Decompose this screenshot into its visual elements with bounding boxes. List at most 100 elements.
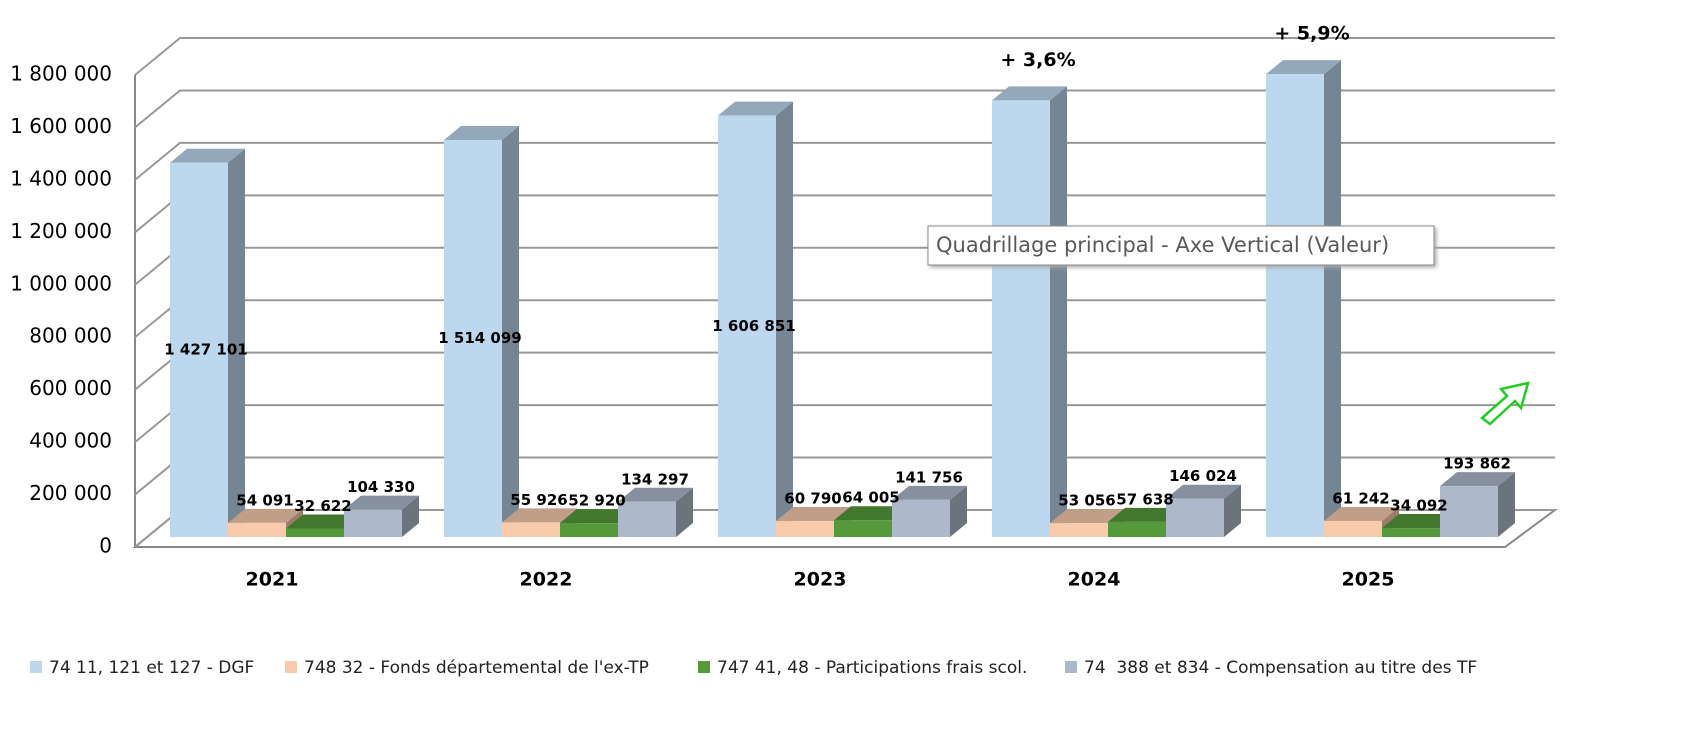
bar-side xyxy=(950,485,967,537)
y-tick-label: 1 800 000 xyxy=(10,62,112,86)
x-tick-label: 2021 xyxy=(246,569,299,591)
bar-top xyxy=(834,506,909,521)
bar-top xyxy=(502,508,577,523)
x-tick-label: 2025 xyxy=(1342,569,1395,591)
bar xyxy=(286,528,344,537)
bar-side xyxy=(1050,86,1067,538)
bar xyxy=(170,162,228,537)
bar xyxy=(1324,520,1382,537)
bar-top xyxy=(1166,484,1241,499)
bar-top xyxy=(228,508,303,523)
bar-side xyxy=(676,487,693,537)
bar-top xyxy=(1440,472,1515,487)
bars xyxy=(170,60,1515,538)
bar-3d xyxy=(1166,484,1241,537)
data-label: 54 091 xyxy=(236,491,293,509)
bar xyxy=(344,509,402,537)
y-tick-label: 1 600 000 xyxy=(10,114,112,138)
data-label: 34 092 xyxy=(1390,497,1447,515)
bar xyxy=(1382,528,1440,537)
bar-3d xyxy=(718,101,793,538)
grid-line xyxy=(134,141,1555,181)
bar-top xyxy=(1108,507,1183,522)
x-tick-label: 2024 xyxy=(1068,569,1121,591)
y-tick-label: 600 000 xyxy=(29,376,112,400)
bar xyxy=(1266,74,1324,537)
legend-swatch xyxy=(1065,661,1077,673)
bar-top xyxy=(718,101,793,116)
bar-top xyxy=(170,148,245,163)
bar-3d xyxy=(344,495,419,537)
bar-side xyxy=(1224,484,1241,537)
bar-top xyxy=(1324,506,1399,521)
grid-line xyxy=(134,37,1555,76)
legend-swatch xyxy=(698,661,710,673)
data-label: 64 005 xyxy=(842,489,899,507)
data-label: 104 330 xyxy=(347,478,415,496)
grid xyxy=(134,37,1555,548)
bar-3d xyxy=(1266,60,1341,538)
grid-line xyxy=(134,351,1555,391)
grid-line xyxy=(134,89,1555,129)
bar xyxy=(502,522,560,537)
bar xyxy=(992,100,1050,538)
bar-top xyxy=(344,495,419,510)
legend-swatch xyxy=(285,661,297,673)
y-tick-label: 1 200 000 xyxy=(10,219,112,243)
y-tick-label: 1 000 000 xyxy=(10,271,112,295)
bar-3d xyxy=(1440,472,1515,537)
data-label: 60 790 xyxy=(784,490,841,508)
data-label: 141 756 xyxy=(895,468,963,486)
data-label: 134 297 xyxy=(621,470,689,488)
legend-label: 74 11, 121 et 127 - DGF xyxy=(49,658,254,678)
data-label: 61 242 xyxy=(1332,489,1389,507)
bar xyxy=(1440,486,1498,537)
data-label: 1 606 851 xyxy=(712,317,796,335)
bar xyxy=(776,521,834,537)
data-label: 193 862 xyxy=(1443,455,1511,473)
bar xyxy=(1050,523,1108,537)
legend: 74 11, 121 et 127 - DGF 748 32 - Fonds dé… xyxy=(30,658,1477,678)
bar-top xyxy=(286,514,361,529)
bar-side xyxy=(502,125,519,537)
bar-top xyxy=(992,86,1067,101)
tooltip-box xyxy=(927,225,1435,266)
legend-label: 74 388 et 834 - Compensation au titre de… xyxy=(1084,658,1477,678)
bar xyxy=(1166,498,1224,537)
data-label: 1 514 099 xyxy=(438,329,522,347)
data-label: 146 024 xyxy=(1169,467,1237,485)
bar-top xyxy=(1266,60,1341,75)
bar-side xyxy=(1324,60,1341,538)
y-tick-label: 400 000 xyxy=(29,429,112,453)
y-tick-label: 1 400 000 xyxy=(10,166,112,190)
bar-side xyxy=(776,101,793,538)
bar-top xyxy=(776,507,851,522)
bar-side xyxy=(228,148,245,537)
legend-swatch xyxy=(30,661,42,673)
annotation: + 3,6% xyxy=(1000,49,1075,71)
annotation: + 5,9% xyxy=(1274,23,1349,45)
bar-top xyxy=(1382,514,1457,529)
bar-side xyxy=(402,495,419,537)
data-label: 53 056 xyxy=(1058,492,1115,510)
bar-top xyxy=(1050,509,1125,524)
data-label: 52 920 xyxy=(568,492,625,510)
x-tick-label: 2023 xyxy=(794,569,847,591)
bar xyxy=(618,501,676,537)
grid-line xyxy=(134,404,1555,443)
tooltip: Quadrillage principal - Axe Vertical (Va… xyxy=(936,233,1389,257)
grid-line xyxy=(134,299,1555,338)
data-label: 32 622 xyxy=(294,497,351,515)
x-tick-label: 2022 xyxy=(520,569,573,591)
bar-3d xyxy=(992,86,1067,538)
y-tick-label: 200 000 xyxy=(29,481,112,505)
bar xyxy=(228,522,286,537)
bar xyxy=(892,499,950,537)
bar-3d xyxy=(170,148,245,537)
bar-3d xyxy=(618,487,693,537)
bar-top xyxy=(618,487,693,502)
legend-label: 748 32 - Fonds départemental de l'ex-TP xyxy=(304,658,649,678)
data-label: 57 638 xyxy=(1116,490,1173,508)
arrow-icon xyxy=(1480,381,1530,426)
